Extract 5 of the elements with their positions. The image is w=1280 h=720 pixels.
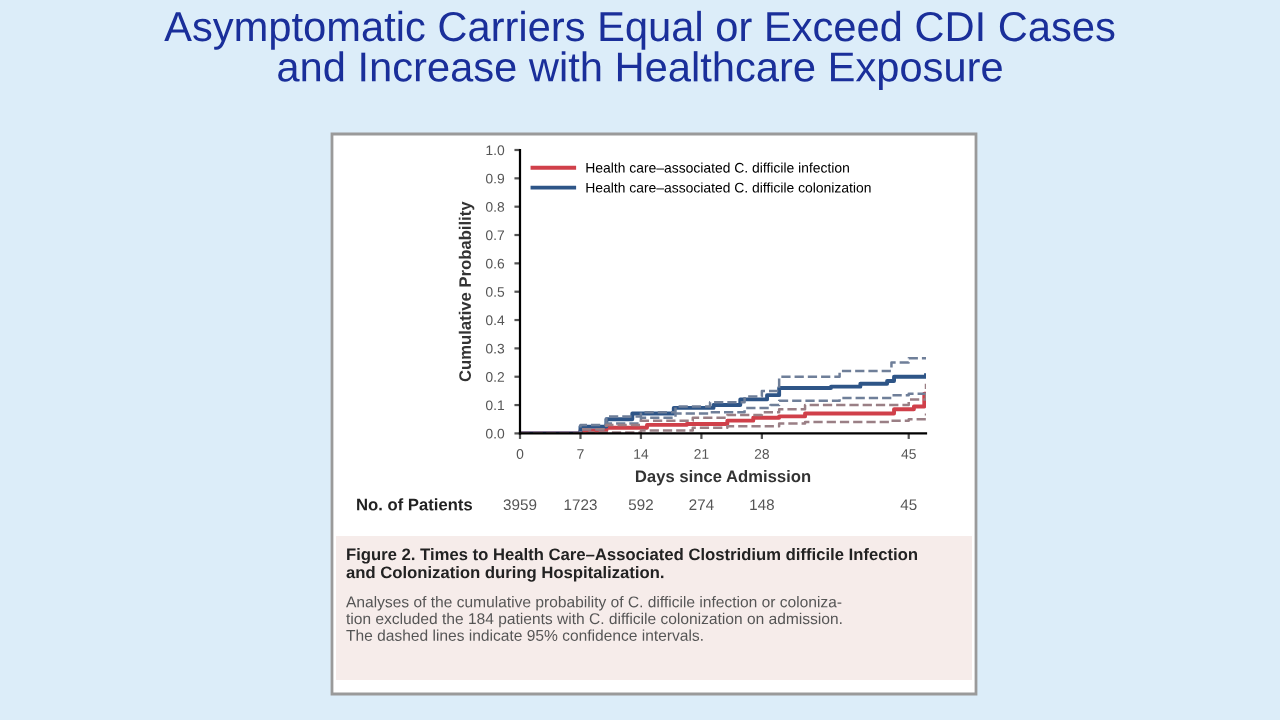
y-axis-title: Cumulative Probability bbox=[458, 201, 475, 382]
text: No. of Patients bbox=[357, 498, 472, 511]
caption: Figure 2. Times to Health Care–Associated Clostridium difficile Infection and Colonization during Hospitalization. bbox=[346, 548, 918, 582]
x-axis-title: Days since Admission bbox=[635, 469, 811, 486]
chart-title: Asymptomatic Carriers Equal or Exceed CDI Cases and Increase with Healthcare Exposure bbox=[164, 10, 1115, 90]
